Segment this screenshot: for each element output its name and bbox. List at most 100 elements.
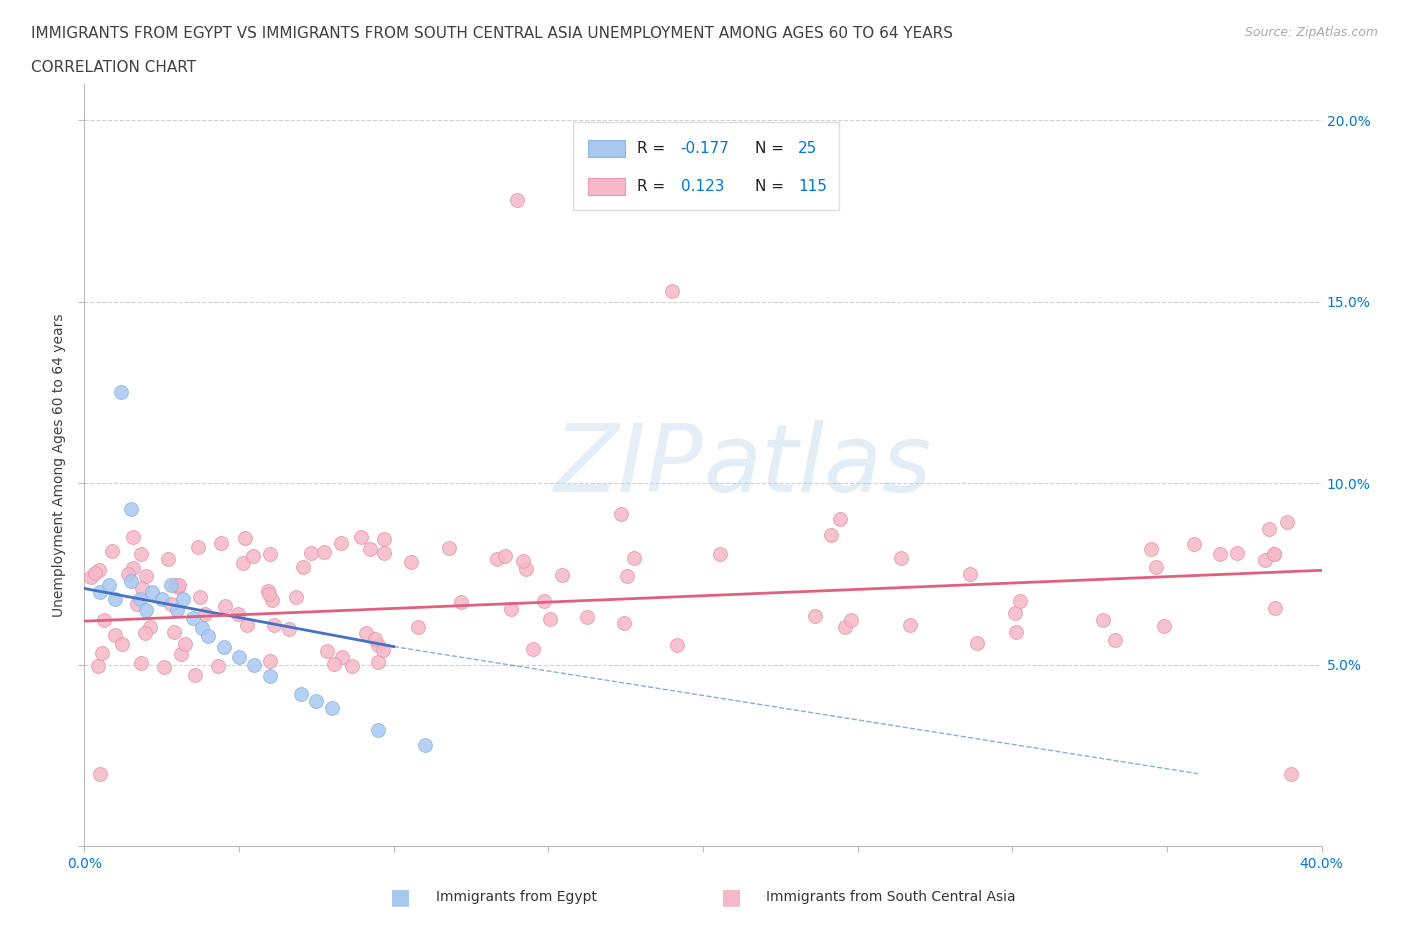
Point xyxy=(98,578,121,592)
Point xyxy=(538,612,561,627)
Point xyxy=(1005,625,1028,640)
Point xyxy=(314,545,336,560)
Point xyxy=(121,561,143,576)
Point xyxy=(259,654,281,669)
Point xyxy=(243,658,266,672)
Point xyxy=(1144,560,1167,575)
Text: atlas: atlas xyxy=(703,419,931,511)
Point xyxy=(413,737,436,752)
Point xyxy=(174,636,197,651)
Point xyxy=(111,637,134,652)
Point xyxy=(167,578,190,592)
Text: CORRELATION CHART: CORRELATION CHART xyxy=(31,60,195,75)
Text: R =: R = xyxy=(637,141,671,156)
Point xyxy=(120,574,142,589)
Point xyxy=(163,578,186,592)
Point xyxy=(207,658,229,673)
Text: Source: ZipAtlas.com: Source: ZipAtlas.com xyxy=(1244,26,1378,39)
Text: ZIP: ZIP xyxy=(554,419,703,511)
Point xyxy=(299,546,322,561)
Point xyxy=(160,578,183,592)
Point xyxy=(1263,547,1285,562)
Text: 25: 25 xyxy=(799,141,817,156)
Text: IMMIGRANTS FROM EGYPT VS IMMIGRANTS FROM SOUTH CENTRAL ASIA UNEMPLOYMENT AMONG A: IMMIGRANTS FROM EGYPT VS IMMIGRANTS FROM… xyxy=(31,26,953,41)
Point xyxy=(150,591,173,606)
Point xyxy=(187,540,209,555)
Point xyxy=(110,385,132,400)
Point xyxy=(129,547,152,562)
Point xyxy=(512,554,534,569)
Point xyxy=(80,569,103,584)
Point xyxy=(188,590,211,604)
Point xyxy=(966,635,988,650)
Point xyxy=(359,541,381,556)
Point xyxy=(665,638,688,653)
Point xyxy=(139,619,162,634)
Point xyxy=(367,638,389,653)
Text: ■: ■ xyxy=(721,887,741,908)
Point xyxy=(450,594,472,609)
Point xyxy=(256,583,278,598)
Point xyxy=(278,621,301,636)
Point xyxy=(323,657,346,671)
Point xyxy=(129,591,152,606)
Point xyxy=(127,596,149,611)
Point xyxy=(259,546,281,561)
Point xyxy=(661,284,683,299)
Point xyxy=(194,606,217,621)
Point xyxy=(87,658,110,673)
FancyBboxPatch shape xyxy=(588,140,626,157)
Point xyxy=(576,609,599,624)
Point xyxy=(103,628,125,643)
Point xyxy=(167,579,190,594)
Y-axis label: Unemployment Among Ages 60 to 64 years: Unemployment Among Ages 60 to 64 years xyxy=(52,313,66,617)
Text: -0.177: -0.177 xyxy=(681,141,730,156)
Point xyxy=(181,610,204,625)
Point xyxy=(292,560,315,575)
Point xyxy=(533,593,555,608)
FancyBboxPatch shape xyxy=(574,122,839,209)
Point xyxy=(1008,594,1031,609)
Point xyxy=(494,548,516,563)
Point xyxy=(89,766,111,781)
Point xyxy=(232,555,254,570)
Point xyxy=(623,551,645,565)
Point xyxy=(321,701,343,716)
Point xyxy=(709,546,731,561)
Point xyxy=(263,618,285,632)
Text: ■: ■ xyxy=(391,887,411,908)
Point xyxy=(197,629,219,644)
Point xyxy=(262,592,284,607)
FancyBboxPatch shape xyxy=(588,179,626,195)
Point xyxy=(367,655,389,670)
Point xyxy=(235,618,257,632)
Point xyxy=(959,566,981,581)
Point xyxy=(1254,552,1277,567)
Point xyxy=(1264,601,1286,616)
Point xyxy=(373,531,395,546)
Point xyxy=(226,607,249,622)
Point xyxy=(121,529,143,544)
Point xyxy=(1004,605,1026,620)
Point xyxy=(485,551,508,566)
Point xyxy=(1226,546,1249,561)
Point xyxy=(141,585,163,600)
Point xyxy=(1140,541,1163,556)
Point xyxy=(166,603,188,618)
Point xyxy=(551,568,574,583)
Point xyxy=(285,589,308,604)
Point xyxy=(242,548,264,563)
Text: R =: R = xyxy=(637,179,671,194)
Point xyxy=(330,649,353,664)
Point xyxy=(91,645,114,660)
Point xyxy=(399,554,422,569)
Point xyxy=(214,599,236,614)
Point xyxy=(329,536,352,551)
Point xyxy=(1104,632,1126,647)
Point xyxy=(131,580,153,595)
Text: 0.123: 0.123 xyxy=(681,179,724,194)
Point xyxy=(120,501,142,516)
Point xyxy=(367,723,389,737)
Point xyxy=(1275,515,1298,530)
Point xyxy=(228,650,250,665)
